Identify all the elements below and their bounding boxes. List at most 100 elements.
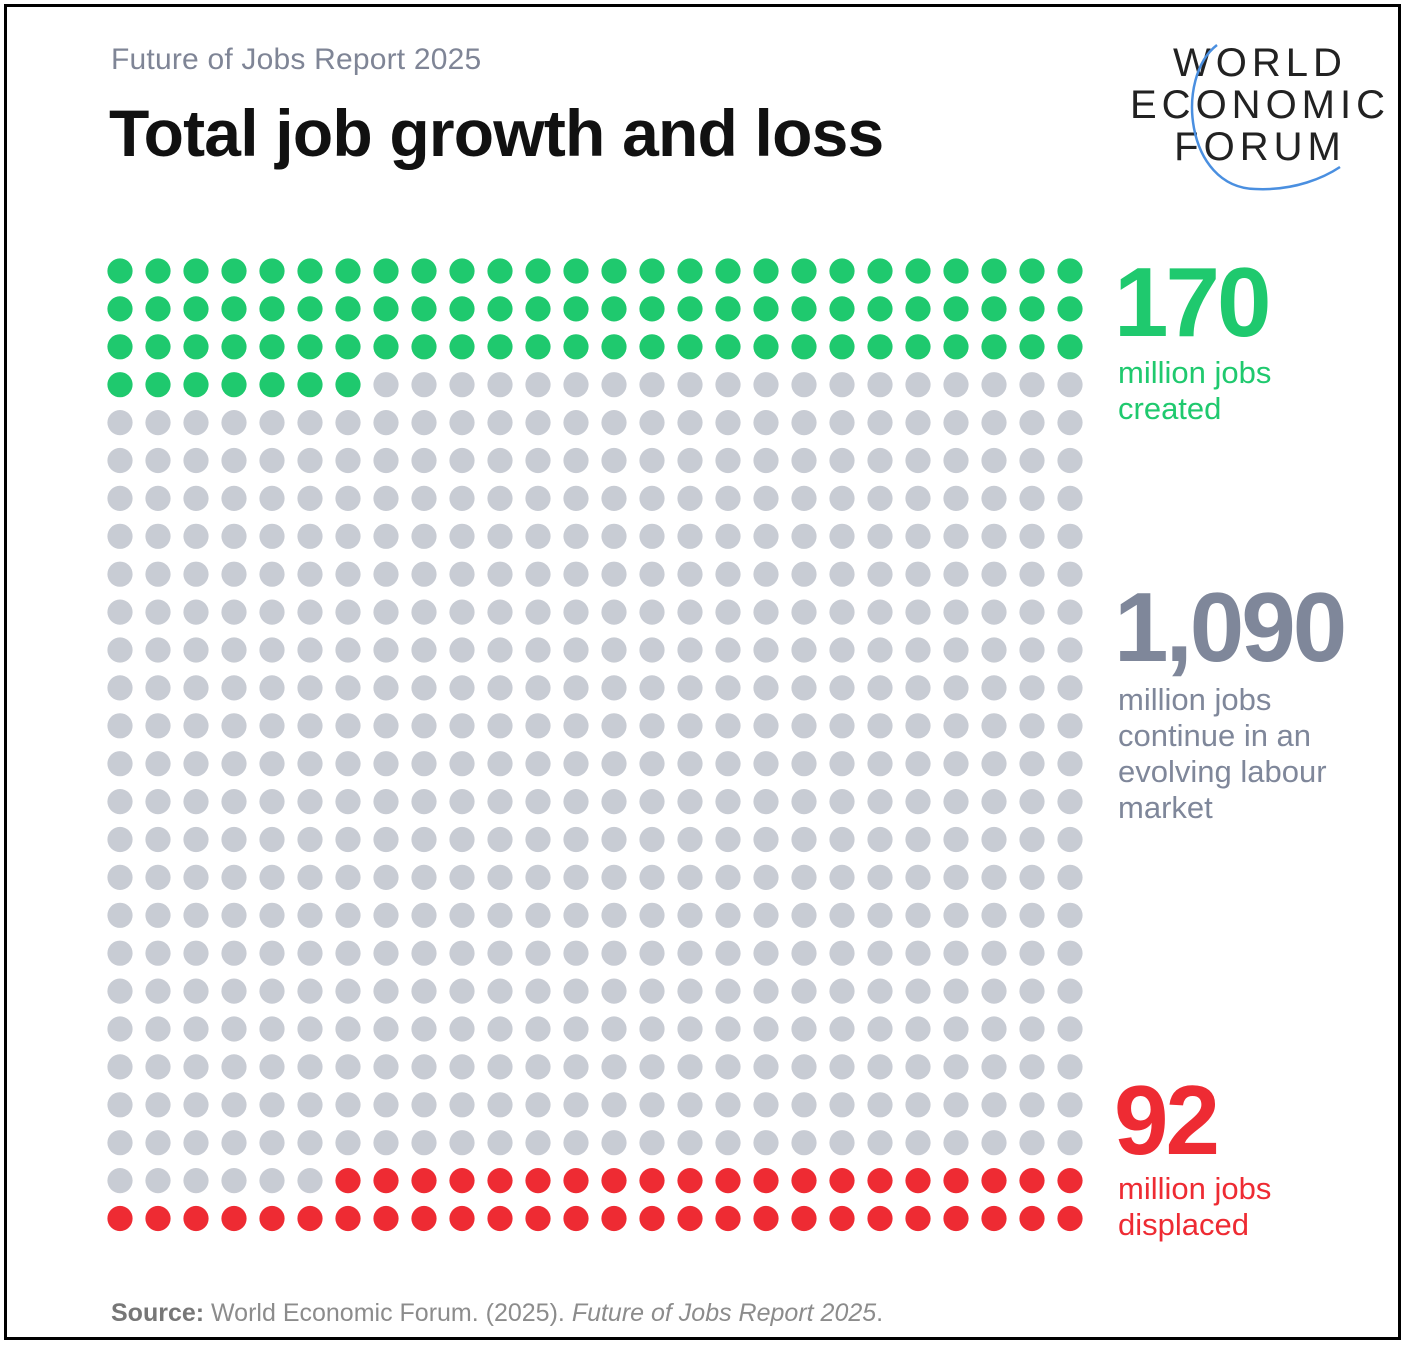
dot-continue: [867, 978, 893, 1004]
dot-continue: [867, 826, 893, 853]
dot-created: [715, 258, 741, 284]
dot-continue: [639, 1092, 665, 1118]
dot-continue: [335, 1016, 361, 1042]
dot-displaced: [639, 1168, 665, 1194]
dot-continue: [259, 1168, 285, 1194]
dot-continue: [107, 1016, 133, 1042]
dot-continue: [791, 523, 817, 549]
dot-continue: [411, 978, 437, 1004]
dot-continue: [525, 751, 551, 777]
dot-continue: [981, 1092, 1007, 1118]
dot-continue: [601, 789, 627, 815]
dot-continue: [107, 940, 133, 966]
dot-continue: [1057, 447, 1083, 474]
dot-continue: [753, 485, 779, 511]
dot-displaced: [525, 1168, 551, 1194]
dot-continue: [221, 978, 247, 1004]
dot-continue: [905, 751, 931, 777]
dot-continue: [1057, 1054, 1083, 1080]
dot-continue: [791, 561, 817, 587]
dot-continue: [335, 523, 361, 549]
dot-continue: [715, 978, 741, 1004]
dot-continue: [145, 561, 171, 587]
dot-continue: [373, 1016, 399, 1042]
dot-continue: [1057, 410, 1083, 436]
dot-continue: [487, 447, 513, 474]
dot-continue: [791, 637, 817, 663]
dot-continue: [867, 1016, 893, 1042]
dot-continue: [145, 940, 171, 966]
dot-continue: [943, 523, 969, 549]
dot-continue: [677, 826, 703, 853]
dot-created: [259, 372, 285, 398]
dot-continue: [981, 751, 1007, 777]
dot-continue: [107, 1054, 133, 1080]
dot-continue: [145, 447, 171, 474]
dot-created: [1057, 258, 1083, 284]
dot-continue: [221, 864, 247, 891]
dot-created: [1019, 258, 1045, 284]
dot-created: [487, 334, 513, 360]
dot-continue: [449, 940, 475, 966]
dot-continue: [753, 599, 779, 625]
dot-continue: [145, 1168, 171, 1194]
source-note: Source: World Economic Forum. (2025). Fu…: [111, 1299, 883, 1328]
dot-continue: [981, 1130, 1007, 1156]
dot-continue: [829, 599, 855, 625]
dot-created: [829, 296, 855, 322]
dot-continue: [297, 675, 323, 701]
dot-displaced: [107, 1205, 133, 1232]
dot-continue: [259, 523, 285, 549]
dot-created: [221, 372, 247, 398]
dot-displaced: [677, 1168, 703, 1194]
dot-created: [1019, 334, 1045, 360]
dot-continue: [1057, 826, 1083, 853]
dot-created: [183, 372, 209, 398]
dot-continue: [411, 902, 437, 928]
dot-continue: [1019, 1092, 1045, 1118]
dot-continue: [943, 789, 969, 815]
dot-continue: [335, 599, 361, 625]
dot-continue: [905, 1130, 931, 1156]
dot-continue: [715, 410, 741, 436]
dot-continue: [1019, 789, 1045, 815]
dot-continue: [1019, 713, 1045, 739]
dot-continue: [1057, 902, 1083, 928]
dot-continue: [1057, 864, 1083, 891]
dot-continue: [1057, 637, 1083, 663]
dot-displaced: [449, 1205, 475, 1232]
dot-continue: [753, 1054, 779, 1080]
dot-created: [411, 334, 437, 360]
dot-continue: [1057, 713, 1083, 739]
dot-continue: [373, 789, 399, 815]
dot-continue: [487, 675, 513, 701]
dot-continue: [753, 1016, 779, 1042]
dot-continue: [183, 789, 209, 815]
dot-continue: [487, 485, 513, 511]
created-value: 170: [1114, 247, 1272, 357]
dot-continue: [829, 1016, 855, 1042]
dot-continue: [107, 826, 133, 853]
dot-displaced: [563, 1168, 589, 1194]
dot-continue: [411, 523, 437, 549]
continue-label-line: market: [1118, 790, 1213, 825]
dot-continue: [905, 675, 931, 701]
dot-continue: [639, 599, 665, 625]
dot-continue: [563, 751, 589, 777]
dot-continue: [639, 789, 665, 815]
dot-created: [107, 334, 133, 360]
dot-continue: [297, 751, 323, 777]
logo-line-economic: ECONOMIC: [1130, 83, 1390, 127]
dot-continue: [297, 561, 323, 587]
waffle-chart: [107, 258, 1083, 1232]
dot-continue: [601, 751, 627, 777]
dot-created: [601, 334, 627, 360]
dot-created: [411, 258, 437, 284]
dot-continue: [563, 447, 589, 474]
dot-continue: [981, 864, 1007, 891]
dot-continue: [601, 561, 627, 587]
dot-continue: [943, 864, 969, 891]
dot-continue: [373, 637, 399, 663]
dot-continue: [753, 864, 779, 891]
dot-created: [183, 296, 209, 322]
